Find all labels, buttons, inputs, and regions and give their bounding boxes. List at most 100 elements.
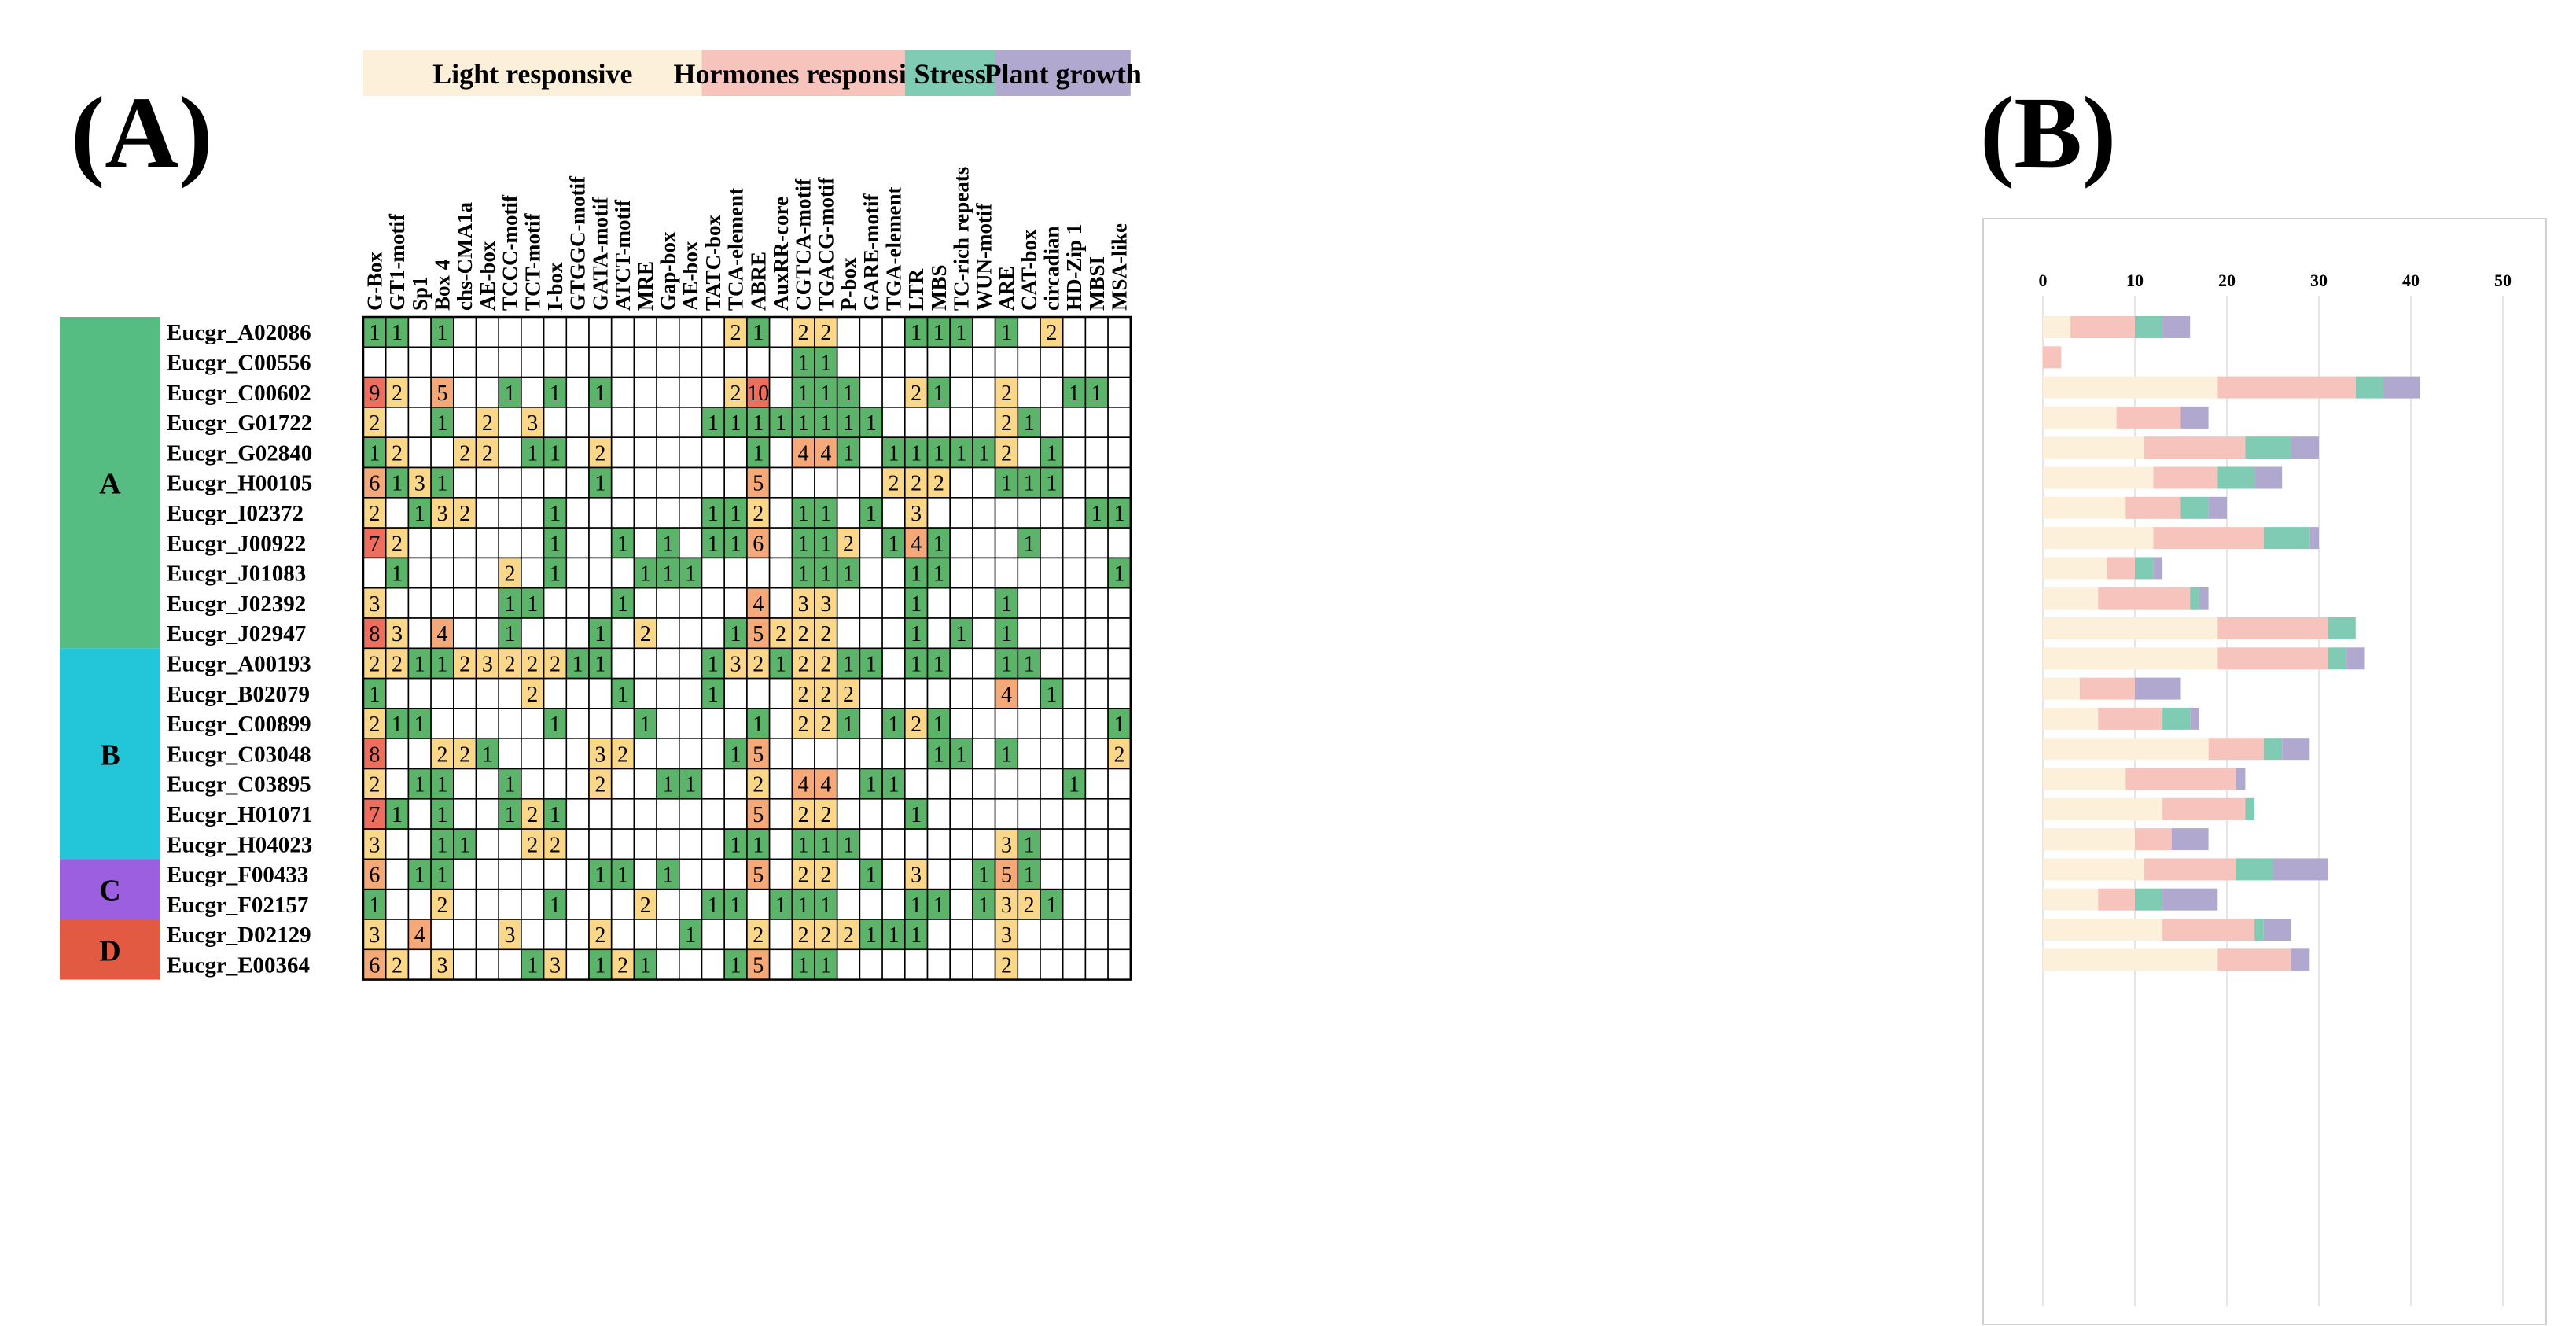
- heatmap-cell: [565, 587, 590, 619]
- heatmap-cell: [791, 738, 815, 770]
- gene-label: Eucgr_C00556: [167, 350, 311, 375]
- heatmap-cell: [836, 346, 861, 378]
- heatmap-cell: [949, 677, 973, 709]
- heatmap-cell: [407, 436, 432, 469]
- heatmap-cell: [859, 466, 883, 499]
- heatmap-cell: [565, 948, 590, 981]
- heatmap-cell: [498, 557, 522, 589]
- gene-label: Eucgr_J02947: [167, 621, 306, 646]
- cell-value: 1: [753, 321, 764, 345]
- cell-value: 1: [550, 713, 561, 737]
- heatmap-cell: [588, 527, 613, 559]
- cell-value: 2: [820, 321, 831, 345]
- heatmap-cell: [1062, 828, 1087, 860]
- heatmap-cell: [836, 617, 861, 650]
- heatmap-cell: [407, 888, 432, 920]
- cell-value: 2: [1001, 953, 1012, 978]
- bar-segment: [2254, 466, 2283, 489]
- cell-value: 2: [820, 622, 831, 646]
- bar-segment: [2217, 376, 2356, 399]
- heatmap-cell: [475, 919, 500, 951]
- heatmap-cell: [859, 828, 883, 860]
- heatmap-cell: [1107, 888, 1132, 920]
- panel-b-label: (B): [1980, 76, 2116, 190]
- cell-value: 1: [730, 833, 742, 857]
- heatmap-cell: [543, 768, 568, 800]
- cell-value: 2: [820, 923, 831, 948]
- bar-segment: [2043, 587, 2099, 610]
- bar-segment: [2383, 376, 2420, 399]
- heatmap-cell: [452, 316, 477, 348]
- gene-labels: Eucgr_A02086 Eucgr_C00556 Eucgr_C00602 Eucg…: [167, 320, 312, 978]
- heatmap-cell: [633, 466, 657, 499]
- cell-value: 5: [753, 864, 764, 888]
- cell-value: 1: [392, 472, 403, 496]
- heatmap-cell: [972, 768, 996, 800]
- x-tick-label: 20: [2218, 271, 2236, 290]
- cell-value: 1: [978, 441, 989, 466]
- heatmap-cell: [1040, 738, 1064, 770]
- heatmap-cell: [656, 647, 680, 680]
- heatmap-cell: [859, 617, 883, 650]
- heatmap-cell: [565, 557, 590, 589]
- heatmap-cell: [1084, 316, 1109, 348]
- heatmap-cell: [949, 647, 973, 680]
- heatmap-cell: [521, 888, 545, 920]
- cell-value: 4: [820, 441, 831, 466]
- heatmap-cell: [926, 919, 951, 951]
- heatmap-cell: [610, 919, 635, 951]
- heatmap-cell: [814, 708, 838, 740]
- heatmap-cell: [836, 888, 861, 920]
- heatmap-cell: [994, 768, 1019, 800]
- heatmap-cell: [949, 316, 973, 348]
- cell-value: 2: [753, 923, 764, 948]
- heatmap-cell: [588, 376, 613, 408]
- bar-segment: [2162, 919, 2255, 941]
- heatmap-cell: [678, 738, 703, 770]
- cell-value: 2: [933, 472, 944, 496]
- heatmap-cell: [565, 376, 590, 408]
- cell-value: 1: [1024, 472, 1035, 496]
- heatmap-cell: [814, 768, 838, 800]
- heatmap-cell: [430, 557, 454, 589]
- heatmap-cell: [407, 677, 432, 709]
- heatmap-cell: [814, 466, 838, 499]
- heatmap-cell: [565, 527, 590, 559]
- group-band: [60, 317, 160, 649]
- heatmap-cell: [407, 768, 432, 800]
- cell-value: 1: [730, 532, 742, 556]
- bar-segment: [2070, 316, 2135, 338]
- cell-value: 2: [392, 381, 403, 406]
- cell-value: 3: [1001, 923, 1012, 948]
- heatmap-cell: [859, 677, 883, 709]
- heatmap-cell: [475, 948, 500, 981]
- bar-segment: [2236, 858, 2273, 881]
- heatmap-cell: [972, 436, 996, 469]
- cell-value: 1: [843, 411, 854, 436]
- heatmap-cell: [926, 617, 951, 650]
- heatmap-cell: [633, 797, 657, 830]
- heatmap-cell: [498, 407, 522, 438]
- gene-label: Eucgr_C00602: [167, 381, 311, 406]
- heatmap-cell: [521, 407, 545, 438]
- heatmap-cell: [1062, 797, 1087, 830]
- category-label: Plant growth: [984, 58, 1142, 90]
- motif-label: GARE-motif: [859, 193, 883, 311]
- heatmap-cell: [768, 647, 793, 680]
- motif-label: LTR: [904, 268, 928, 311]
- cell-value: 3: [436, 953, 447, 978]
- cell-value: 3: [392, 622, 403, 646]
- heatmap-cell: [1084, 466, 1109, 499]
- heatmap-cell: [407, 376, 432, 408]
- heatmap-cell: [588, 797, 613, 830]
- bar-segment: [2208, 496, 2227, 519]
- cell-value: 1: [843, 562, 854, 587]
- heatmap-cell: [498, 888, 522, 920]
- category-band: [701, 50, 905, 96]
- heatmap-cell: [475, 407, 500, 438]
- cell-value: 1: [775, 411, 786, 436]
- heatmap-cell: [1040, 436, 1064, 469]
- cell-value: 1: [662, 773, 673, 797]
- motif-label: Gap-box: [656, 231, 679, 311]
- heatmap-cell: [1084, 768, 1109, 800]
